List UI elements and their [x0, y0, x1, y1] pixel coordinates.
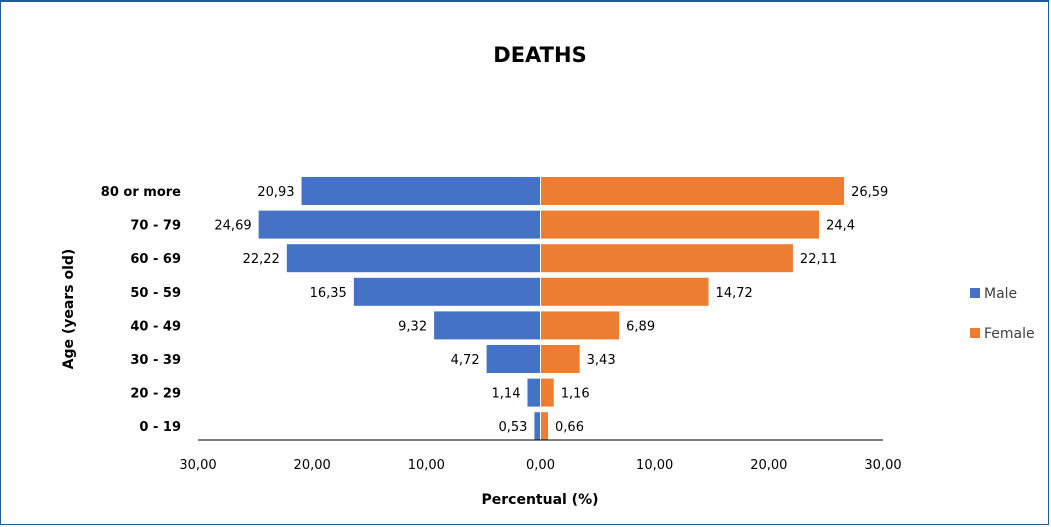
female-bar: [540, 311, 620, 340]
female-bar: [540, 244, 793, 273]
x-tick-label: 0,00: [526, 458, 555, 473]
male-data-label: 24,69: [214, 219, 251, 234]
chart-title: DEATHS: [493, 43, 586, 67]
male-bar: [286, 244, 541, 273]
x-tick-labels: 30,00 20,00 10,00 0,00 10,00 20,00 30,00: [179, 458, 901, 473]
labels-layer: 20,93 24,69 22,22 16,35 9,32 4,72 1,14 0,53 26,5…: [214, 185, 888, 435]
category-label: 20 - 29: [130, 387, 181, 402]
male-bar: [486, 345, 541, 373]
male-data-label: 4,72: [451, 353, 480, 368]
male-data-label: 1,14: [492, 387, 521, 402]
category-label: 40 - 49: [130, 319, 181, 334]
x-tick-label: 10,00: [636, 458, 673, 473]
male-bar: [534, 412, 541, 441]
category-label: 30 - 39: [130, 353, 181, 368]
x-tick-label: 20,00: [294, 458, 331, 473]
female-data-label: 26,59: [851, 185, 888, 200]
female-bar: [540, 210, 820, 239]
male-data-label: 20,93: [257, 185, 294, 200]
female-legend-swatch: [970, 328, 980, 338]
x-axis-title: Percentual (%): [481, 492, 598, 508]
male-data-label: 9,32: [398, 319, 427, 334]
female-data-label: 22,11: [800, 252, 837, 267]
male-bar: [434, 311, 541, 340]
female-data-label: 24,4: [826, 219, 855, 234]
female-bar: [540, 378, 554, 407]
x-tick-label: 30,00: [864, 458, 901, 473]
male-bar: [527, 378, 541, 407]
female-bar: [540, 277, 709, 306]
category-label: 60 - 69: [130, 252, 181, 267]
male-data-label: 0,53: [498, 420, 527, 435]
x-tick-label: 20,00: [750, 458, 787, 473]
female-bar: [540, 412, 549, 441]
female-data-label: 0,66: [555, 420, 584, 435]
category-label: 80 or more: [101, 185, 181, 200]
female-bar: [540, 177, 845, 205]
x-tick-label: 10,00: [408, 458, 445, 473]
category-label: 0 - 19: [139, 420, 181, 435]
male-bar: [353, 277, 541, 306]
y-axis-title: Age (years old): [61, 249, 77, 370]
female-data-label: 6,89: [626, 319, 655, 334]
male-legend-swatch: [970, 288, 980, 298]
female-data-label: 1,16: [561, 387, 590, 402]
female-bar: [540, 345, 580, 373]
male-data-label: 22,22: [243, 252, 280, 267]
male-bar: [258, 210, 541, 239]
female-legend-label: Female: [984, 326, 1035, 342]
legend: Male Female: [970, 286, 1035, 342]
male-data-label: 16,35: [310, 286, 347, 301]
female-data-label: 3,43: [587, 353, 616, 368]
bars-layer: [258, 175, 845, 441]
category-label: 70 - 79: [130, 219, 181, 234]
category-labels: 80 or more 70 - 79 60 - 69 50 - 59 40 - 49 30…: [101, 185, 181, 435]
male-legend-label: Male: [984, 286, 1017, 302]
x-tick-label: 30,00: [179, 458, 216, 473]
category-label: 50 - 59: [130, 286, 181, 301]
female-data-label: 14,72: [716, 286, 753, 301]
male-bar: [301, 177, 541, 205]
